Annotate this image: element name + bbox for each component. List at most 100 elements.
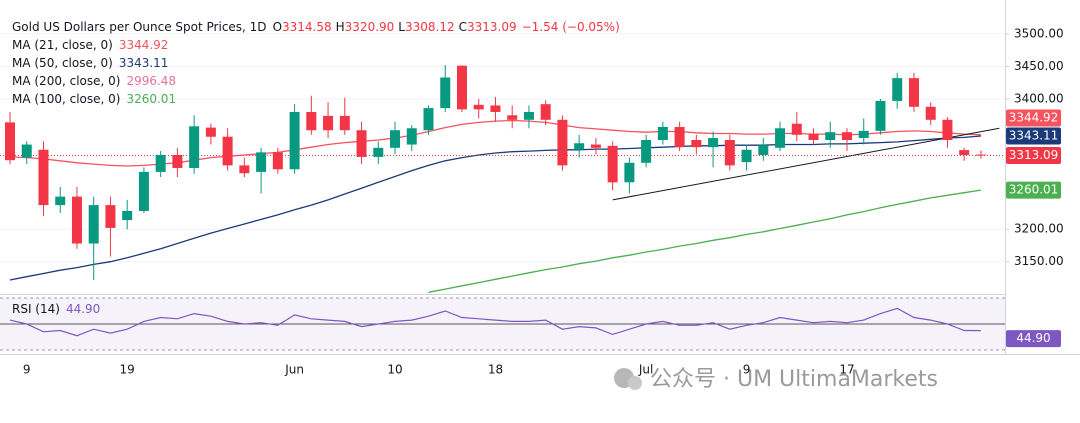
x-tick-label: 9 <box>23 363 31 377</box>
price-tag-label: 3344.92 <box>1009 111 1059 125</box>
ma-value: 3344.92 <box>119 38 169 52</box>
candle-body <box>172 154 183 168</box>
candle-body <box>38 149 49 206</box>
candle-body <box>959 150 970 155</box>
candle-body <box>557 119 568 166</box>
ma-value: 3343.11 <box>119 56 169 70</box>
x-tick-label: 19 <box>120 363 135 377</box>
ma-name: MA (100, close, 0) <box>12 92 120 106</box>
ohlc-value: 3313.09 <box>467 20 517 34</box>
ma-legend: MA (100, close, 0) 3260.01 <box>12 92 176 106</box>
watermark-icon <box>628 376 642 390</box>
ma-name: MA (200, close, 0) <box>12 74 120 88</box>
candle-body <box>825 132 836 140</box>
candle-body <box>925 106 936 120</box>
candle-body <box>724 139 735 166</box>
candle-body <box>657 126 668 140</box>
candle-body <box>708 138 719 148</box>
candle-body <box>875 100 886 131</box>
ohlc-key: C <box>459 20 467 34</box>
candle-body <box>138 171 149 211</box>
ma-legend: MA (200, close, 0) 2996.48 <box>12 74 176 88</box>
ohlc-value: 3314.58 <box>282 20 332 34</box>
ohlc-key: H <box>336 20 345 34</box>
candle-body <box>590 144 601 148</box>
x-tick-label: Jun <box>284 363 304 377</box>
candle-body <box>607 145 618 183</box>
candle-body <box>540 104 551 120</box>
price-tag-label: 3260.01 <box>1009 183 1059 197</box>
legend-title: Gold US Dollars per Ounce Spot Prices, 1… <box>12 20 620 34</box>
y-tick-label: 3400.00 <box>1014 91 1064 105</box>
candle-body <box>641 139 652 163</box>
candle-body <box>406 128 417 145</box>
ma-value: 3260.01 <box>126 92 176 106</box>
price-tag <box>1006 147 1061 165</box>
ma-value: 2996.48 <box>126 74 176 88</box>
candle-body <box>390 130 401 148</box>
candle-body <box>5 122 15 161</box>
candle-body <box>323 115 334 131</box>
candle-body <box>574 143 585 150</box>
candle-body <box>272 152 283 170</box>
ohlc-key: O <box>273 20 282 34</box>
candle-body <box>55 196 66 206</box>
rsi-legend: RSI (14) 44.90 <box>12 302 100 316</box>
y-tick-label: 3150.00 <box>1014 254 1064 268</box>
candle-body <box>373 147 384 157</box>
candle-body <box>256 152 267 172</box>
candle-body <box>674 126 685 148</box>
candle-body <box>791 123 802 135</box>
x-tick-label: Jul <box>638 363 653 377</box>
watermark: 公众号 · UM UltimaMarkets <box>650 367 938 392</box>
candle-body <box>71 196 82 244</box>
y-tick-label: 3200.00 <box>1014 222 1064 236</box>
trendline <box>612 127 1000 201</box>
ma-name: MA (50, close, 0) <box>12 56 113 70</box>
candle-body <box>440 77 451 109</box>
price-tag <box>1006 127 1061 145</box>
candle-body <box>222 136 233 166</box>
ohlc-value: 3308.12 <box>405 20 455 34</box>
candle-body <box>21 144 32 158</box>
ma-legend: MA (21, close, 0) 3344.92 <box>12 38 168 52</box>
candle-body <box>356 130 367 157</box>
candle-body <box>189 126 200 168</box>
x-tick-label: 18 <box>488 363 503 377</box>
candle-body <box>942 119 953 140</box>
price-tag-label: 3343.11 <box>1009 129 1059 143</box>
watermark-group: 公众号 · UM UltimaMarkets <box>614 367 938 392</box>
price-tag-label: 3313.09 <box>1009 148 1059 162</box>
candle-body <box>775 128 786 148</box>
ma-line <box>9 135 981 281</box>
x-tick-label: 17 <box>839 363 854 377</box>
price-tag <box>1006 181 1061 199</box>
candle-body <box>858 130 869 139</box>
candle-body <box>473 104 484 110</box>
price-tag <box>1006 109 1061 127</box>
rsi-tag <box>1006 330 1061 348</box>
candle-body <box>507 115 518 120</box>
ma-name: MA (21, close, 0) <box>12 38 113 52</box>
candle-body <box>339 115 350 131</box>
candle-body <box>624 162 635 183</box>
ohlc-value: 3320.90 <box>345 20 395 34</box>
candle-body <box>842 132 852 140</box>
y-tick-label: 3500.00 <box>1014 26 1064 40</box>
candle-body <box>456 65 467 110</box>
candle-body <box>122 210 133 221</box>
candle-body <box>423 108 434 131</box>
rsi-tag-label: 44.90 <box>1016 331 1050 345</box>
x-tick-label: 10 <box>387 363 402 377</box>
ohlc-key: L <box>398 20 405 34</box>
rsi-value: 44.90 <box>66 302 100 316</box>
candle-body <box>289 111 300 170</box>
candle-body <box>523 111 534 120</box>
candle-body <box>205 127 216 137</box>
candle-body <box>892 78 903 101</box>
candle-body <box>975 154 986 156</box>
candle-body <box>691 139 702 148</box>
candle-body <box>908 78 919 107</box>
